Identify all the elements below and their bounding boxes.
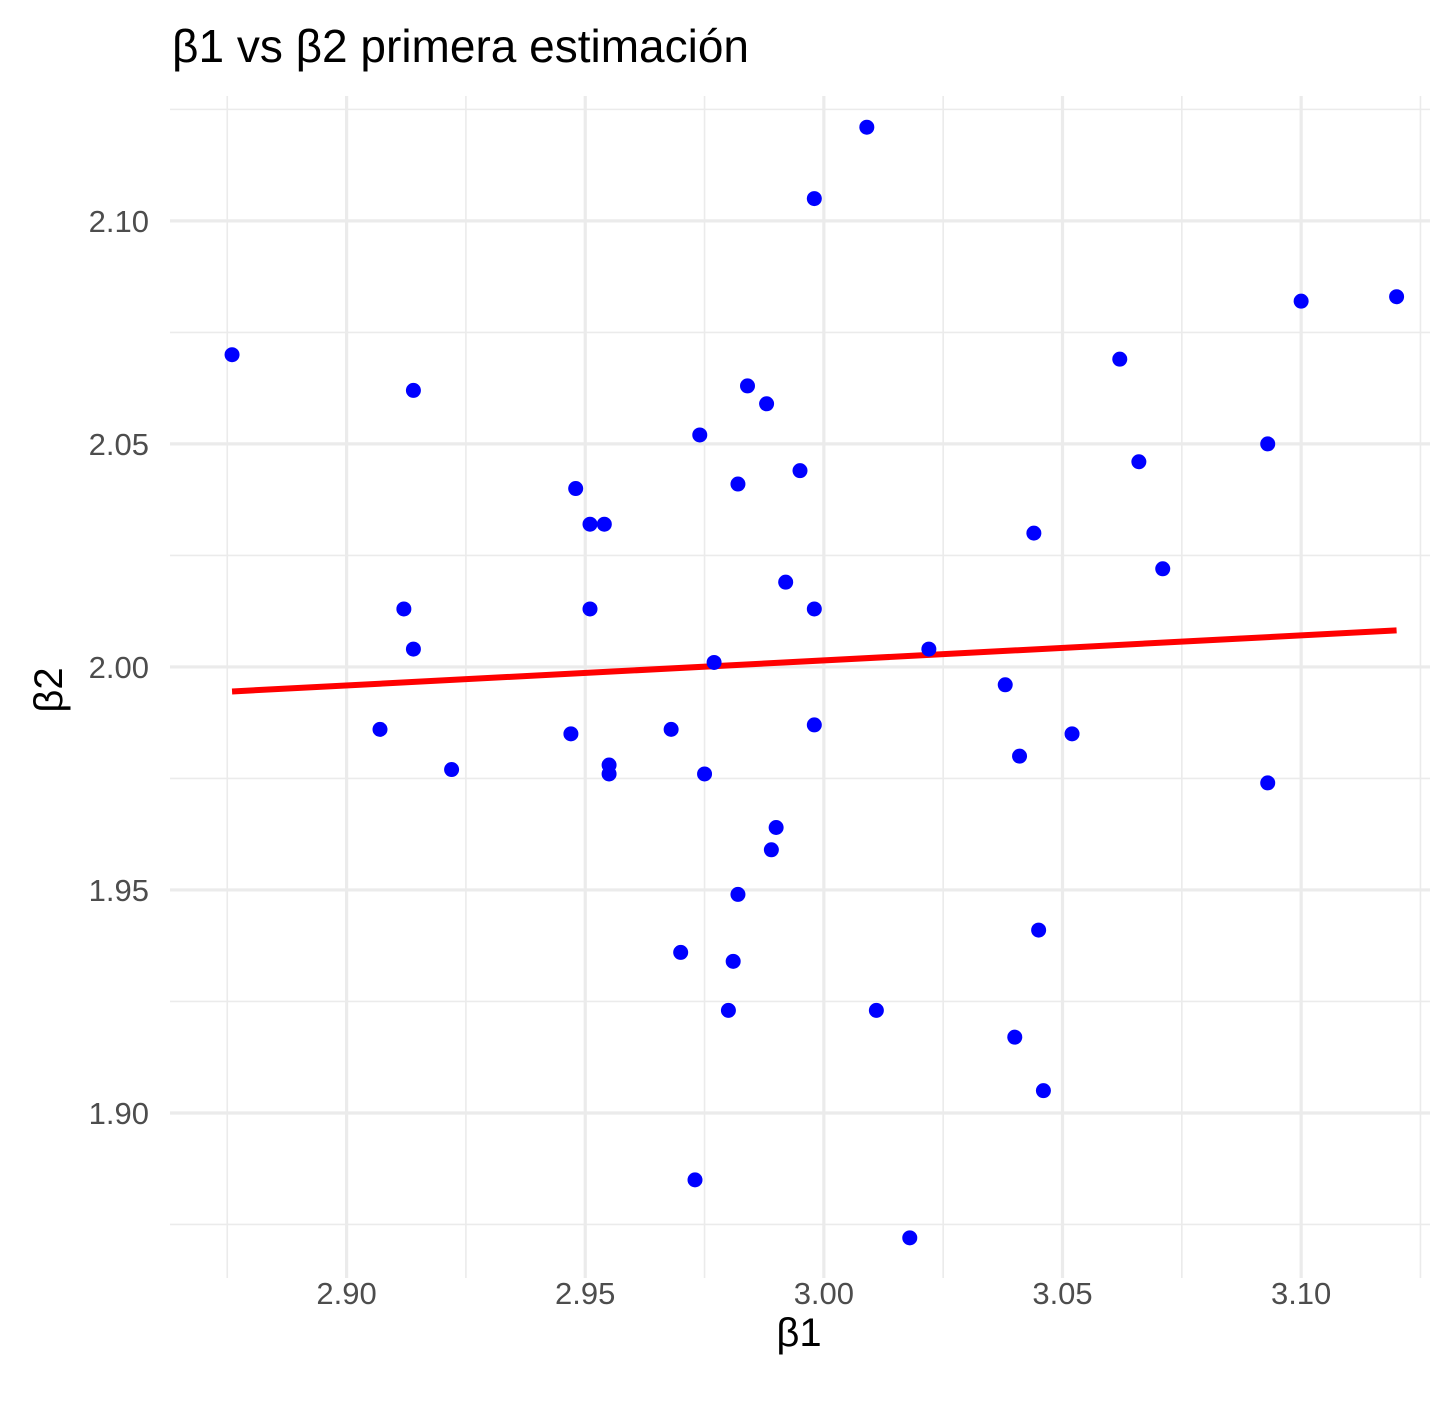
fit-line-group [231,627,1397,695]
data-point [405,641,421,657]
y-axis-title: β2 [27,667,71,712]
data-point [868,1002,884,1018]
data-point [730,476,746,492]
data-point [405,382,421,398]
data-point [1064,726,1080,742]
data-point [730,886,746,902]
chart-title: β1 vs β2 primera estimación [172,20,749,72]
data-point [1293,293,1309,309]
y-tick-label: 2.10 [89,204,149,239]
data-point [1260,436,1276,452]
x-axis-title: β1 [776,1311,821,1355]
y-axis-ticks: 1.90 1.95 2.00 2.05 2.10 [89,204,149,1131]
data-point [921,641,937,657]
data-point [1007,1029,1023,1045]
data-point [725,953,741,969]
x-tick-label: 3.10 [1271,1276,1331,1311]
data-point [596,516,612,532]
data-point [563,726,579,742]
data-point [1112,351,1128,367]
data-point [759,396,775,412]
data-point [902,1230,918,1246]
data-point [1031,922,1047,938]
x-tick-label: 2.90 [316,1276,376,1311]
y-tick-label: 1.95 [89,873,149,908]
data-point [1260,775,1276,791]
data-point [768,820,784,836]
y-tick-label: 1.90 [89,1096,149,1131]
data-point [396,601,412,617]
data-point [601,766,617,782]
x-tick-label: 2.95 [555,1276,615,1311]
data-point [568,481,584,497]
y-tick-label: 2.05 [89,427,149,462]
data-point [806,601,822,617]
data-point [687,1172,703,1188]
data-point [1012,748,1028,764]
data-point [1026,525,1042,541]
data-point [859,119,875,135]
data-point [740,378,755,394]
data-point [224,347,240,363]
x-axis-ticks: 2.90 2.95 3.00 3.05 3.10 [316,1276,1331,1311]
fit-line [231,627,1397,695]
data-point [1155,561,1171,577]
data-point [1389,289,1405,305]
data-point [1035,1083,1051,1099]
data-point [673,944,689,960]
data-point [706,654,722,670]
x-tick-label: 3.05 [1032,1276,1092,1311]
data-point [663,721,679,737]
data-point [720,1002,736,1018]
y-tick-label: 2.00 [89,650,149,685]
data-point [697,766,713,782]
data-point [806,191,822,207]
data-point [763,842,779,858]
data-point [582,601,598,617]
data-point [806,717,822,733]
data-point [582,516,598,532]
data-point [792,463,808,479]
data-point [997,677,1013,693]
data-point [1131,454,1147,470]
data-points [224,119,1405,1246]
data-point [372,721,388,737]
data-point [778,574,794,590]
data-point [692,427,708,443]
x-tick-label: 3.00 [794,1276,854,1311]
data-point [444,762,460,778]
